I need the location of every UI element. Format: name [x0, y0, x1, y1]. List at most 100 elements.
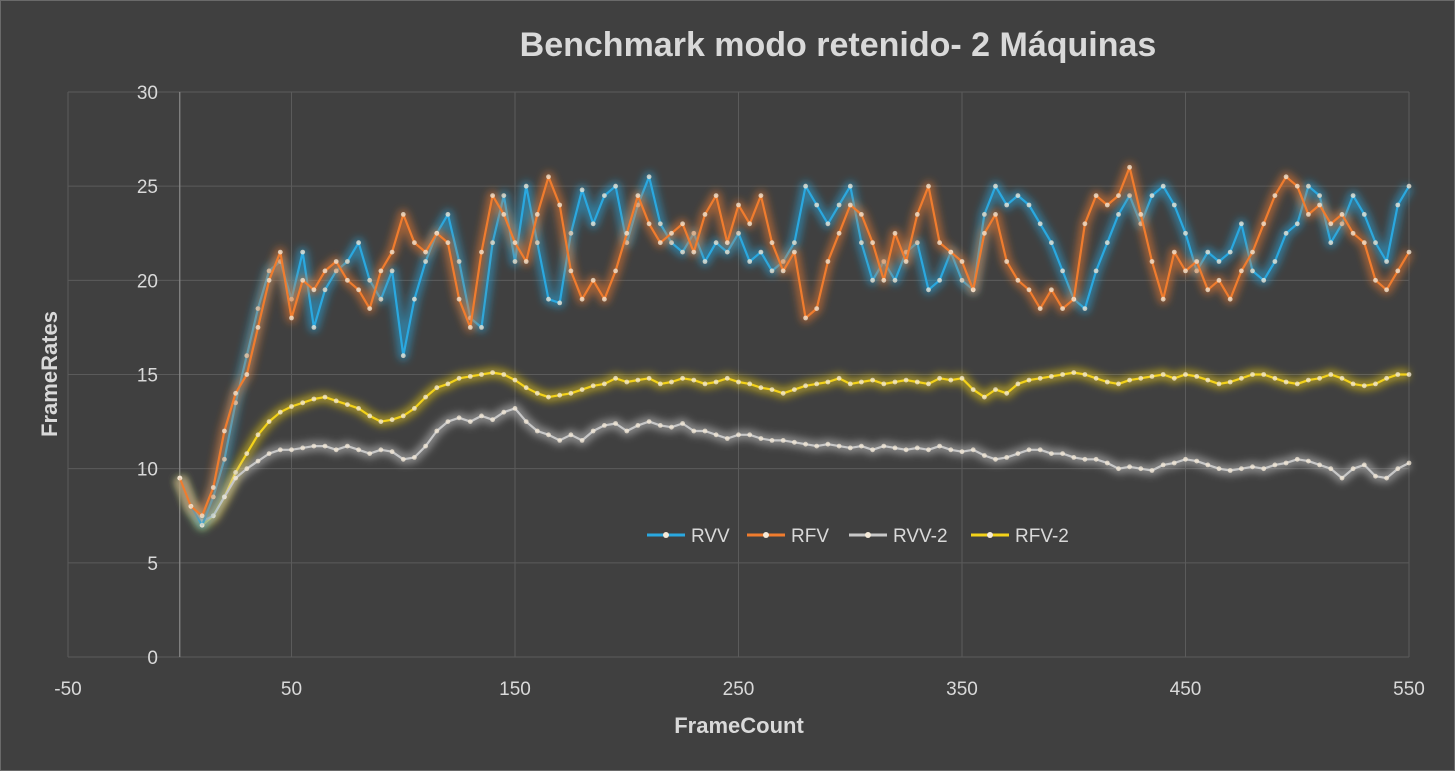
data-point	[993, 212, 998, 217]
data-point	[1339, 475, 1345, 481]
data-point	[1015, 451, 1021, 456]
x-tick-label: 450	[1170, 679, 1202, 700]
data-point	[222, 428, 227, 434]
data-point	[1049, 451, 1054, 456]
data-point	[646, 221, 652, 227]
data-point	[300, 249, 306, 255]
data-point	[1294, 183, 1300, 189]
data-point	[1317, 202, 1322, 208]
data-point	[300, 277, 306, 283]
data-point	[1194, 259, 1200, 264]
data-point	[1093, 268, 1099, 274]
data-point	[1093, 375, 1099, 381]
data-point	[1205, 249, 1211, 255]
data-point	[311, 325, 317, 330]
data-point	[456, 375, 462, 381]
x-tick-label: 350	[946, 679, 978, 700]
legend-item-rvv-2: RVV-2	[849, 526, 948, 547]
data-point	[1239, 221, 1244, 227]
data-point	[1395, 202, 1401, 208]
data-point	[1082, 372, 1088, 377]
series-rvv-2	[175, 403, 1412, 527]
data-point	[803, 315, 808, 321]
data-point	[1339, 212, 1345, 217]
data-point	[859, 240, 864, 246]
legend: RVV RFV RVV-2 RFV-2	[647, 526, 1069, 547]
data-point	[635, 377, 641, 383]
data-point	[1283, 174, 1289, 180]
data-point	[881, 443, 887, 449]
data-point	[926, 381, 931, 387]
data-point	[758, 385, 764, 391]
data-point	[1060, 268, 1065, 274]
data-point	[870, 277, 875, 283]
y-tick-label: 25	[137, 177, 158, 198]
x-tick-label: 550	[1393, 679, 1425, 700]
data-point	[1294, 221, 1300, 227]
data-point	[1093, 193, 1099, 199]
data-point	[378, 447, 384, 453]
data-point	[847, 183, 853, 189]
data-point	[467, 374, 473, 379]
data-point	[613, 183, 618, 189]
data-point	[1384, 259, 1389, 264]
data-point	[870, 240, 875, 246]
data-point	[602, 193, 607, 199]
data-point	[825, 221, 831, 227]
data-point	[1239, 375, 1244, 381]
data-point	[1361, 240, 1367, 246]
data-point	[1250, 268, 1255, 274]
data-point	[1205, 287, 1211, 293]
data-point	[680, 249, 685, 255]
data-point	[1350, 193, 1356, 199]
data-point	[345, 259, 350, 264]
data-point	[1384, 375, 1389, 381]
x-tick-label: 50	[281, 679, 302, 700]
data-point	[859, 443, 864, 449]
series-layer	[175, 162, 1414, 531]
data-point	[456, 296, 462, 302]
data-point	[803, 183, 808, 189]
data-point	[970, 447, 976, 453]
data-point	[1250, 464, 1255, 470]
data-point	[780, 268, 786, 274]
data-point	[1239, 268, 1244, 274]
data-point	[1306, 377, 1311, 383]
data-point	[1138, 212, 1144, 217]
data-point	[434, 230, 440, 236]
data-point	[1149, 259, 1155, 264]
data-point	[1283, 460, 1289, 466]
data-point	[445, 419, 451, 424]
data-point	[1160, 183, 1166, 189]
legend-item-rfv: RFV	[747, 526, 829, 547]
data-point	[1093, 456, 1099, 462]
data-point	[490, 417, 495, 423]
data-point	[892, 445, 898, 451]
data-point	[501, 212, 507, 217]
data-point	[199, 522, 205, 528]
data-point	[266, 277, 272, 283]
data-point	[724, 375, 730, 381]
data-point	[534, 390, 540, 396]
data-point	[512, 377, 518, 383]
data-point	[345, 443, 350, 449]
data-point	[769, 387, 775, 392]
data-point	[467, 419, 473, 424]
data-point	[881, 277, 887, 283]
data-point	[1004, 455, 1010, 460]
data-point	[669, 240, 674, 246]
data-point	[1239, 466, 1244, 472]
data-point	[557, 438, 563, 443]
data-point	[311, 287, 317, 293]
data-point	[736, 379, 741, 385]
data-point	[713, 193, 719, 199]
data-point	[1350, 381, 1356, 387]
data-point	[479, 372, 484, 377]
data-point	[769, 268, 775, 274]
data-point	[1049, 240, 1054, 246]
data-point	[792, 439, 797, 445]
data-point	[892, 277, 898, 283]
data-point	[1272, 259, 1278, 264]
data-point	[244, 451, 250, 456]
data-point	[1037, 447, 1043, 453]
